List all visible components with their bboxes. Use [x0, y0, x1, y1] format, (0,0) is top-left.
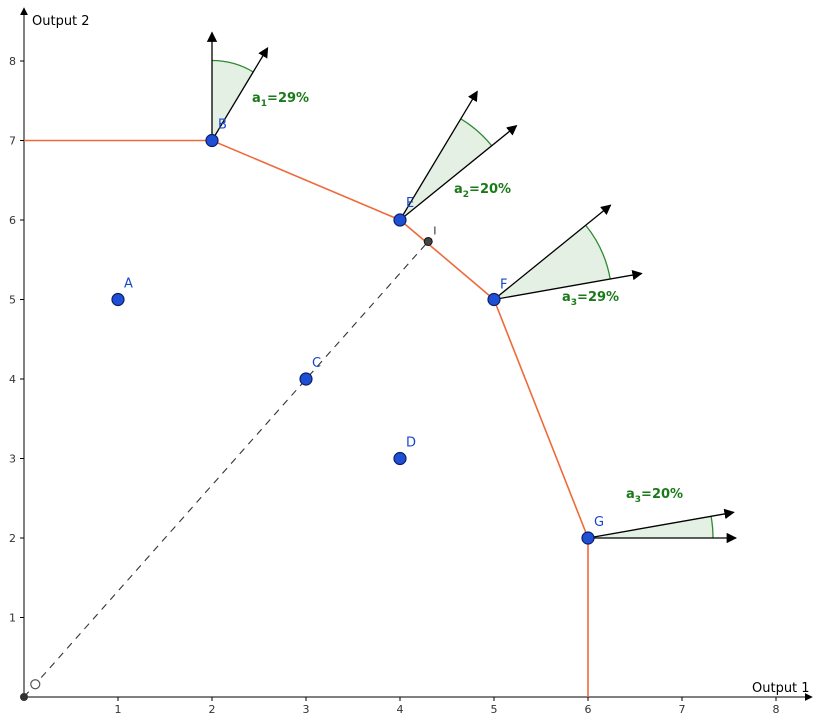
y-tick-label: 2: [9, 532, 16, 545]
x-axis-label: Output 1: [752, 681, 810, 696]
angle-label-F: a3=29%: [562, 290, 619, 308]
point-E: [393, 213, 407, 227]
y-tick-label: 5: [9, 294, 16, 307]
x-tick-label: 6: [585, 703, 592, 716]
point-label-A: A: [124, 277, 133, 292]
angle-arc-B: [211, 59, 254, 73]
origin-point: [20, 693, 28, 701]
ray-layer: [20, 241, 429, 701]
direction-arrow: [587, 508, 735, 539]
ticks-layer: 1 2 3 4 5 6 7 8 1 2 3 4 5 6 7 8: [9, 55, 780, 716]
point-label-B: B: [218, 118, 227, 133]
efficiency-frontier: [24, 139, 589, 697]
x-tick-label: 1: [115, 703, 122, 716]
point-label-I: I: [433, 224, 436, 237]
y-tick-label: 4: [9, 373, 16, 386]
x-tick-label: 7: [679, 703, 686, 716]
angle-label-B: a1=29%: [252, 91, 309, 109]
y-tick-label: 3: [9, 453, 16, 466]
point-D: [393, 451, 407, 466]
point-B: [205, 133, 219, 148]
point-label-G: G: [594, 515, 604, 530]
angle-arc-F: [585, 224, 611, 280]
point-F: [487, 292, 501, 307]
x-tick-label: 5: [491, 703, 498, 716]
y-tick-label: 7: [9, 135, 16, 148]
direction-arrow: [211, 47, 269, 141]
x-tick-label: 2: [209, 703, 216, 716]
point-I: [423, 236, 433, 246]
angle-wedge-B: [212, 60, 254, 141]
angle-arc-E: [460, 118, 493, 147]
x-tick-label: 4: [397, 703, 404, 716]
y-tick-label: 8: [9, 55, 16, 68]
y-tick-label: 1: [9, 612, 16, 625]
point-C: [299, 372, 313, 386]
direction-arrow: [493, 204, 612, 301]
angle-label-G: a3=20%: [626, 487, 683, 505]
angle-label-E: a2=20%: [454, 182, 511, 200]
points-layer: A B C D E F G I: [111, 118, 604, 545]
direction-arrow: [493, 269, 643, 301]
angle-wedge-F: [494, 225, 611, 300]
point-label-C: C: [312, 356, 321, 371]
y-axis-label: Output 2: [32, 14, 90, 29]
projection-ray: [23, 241, 429, 698]
point-G: [581, 531, 595, 545]
angles-layer: a1=29% a2=20% a3=29% a3=20%: [206, 31, 738, 544]
point-label-F: F: [500, 278, 507, 293]
x-tick-label: 3: [303, 703, 310, 716]
frontier-layer: [24, 139, 589, 697]
angle-wedge-E: [400, 118, 492, 220]
y-tick-label: 6: [9, 214, 16, 227]
point-label-D: D: [406, 436, 416, 451]
direction-arrow: [399, 90, 478, 221]
point-A: [111, 292, 125, 307]
x-tick-label: 8: [773, 703, 780, 716]
direction-arrow: [399, 124, 518, 221]
point-label-E: E: [406, 196, 414, 211]
ray-start-marker: [30, 679, 41, 690]
